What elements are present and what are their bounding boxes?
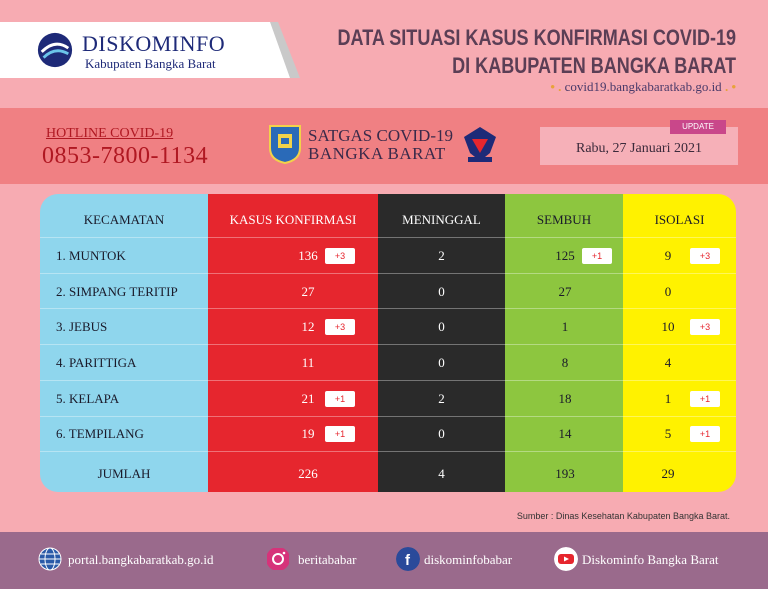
row-kecamatan-name: 4. PARITTIGA <box>56 354 137 370</box>
garuda-emblem-icon <box>464 127 496 162</box>
svg-text:f: f <box>405 552 411 569</box>
facebook-icon: f <box>396 547 420 571</box>
satgas-line-1: SATGAS COVID-19 <box>308 126 453 145</box>
column-meninggal <box>378 194 505 492</box>
row-divider <box>40 308 736 310</box>
update-date: Rabu, 27 Januari 2021 <box>576 141 702 156</box>
cell-meninggal: 0 <box>438 354 445 370</box>
dots-icon: . • <box>724 79 736 94</box>
logo-title: DISKOMINFO <box>82 31 226 56</box>
delta-badge-sembuh: +1 <box>582 247 612 264</box>
cell-isolasi: 1 <box>664 390 672 406</box>
row-kecamatan-name: 6. TEMPILANG <box>56 426 144 442</box>
column-kasus <box>208 194 378 492</box>
dots-icon: • . <box>550 79 562 94</box>
cell-sembuh: 1 <box>561 319 569 335</box>
footer-portal-link[interactable]: portal.bangkabaratkab.go.id <box>68 552 214 567</box>
footer-facebook-link[interactable]: diskominfobabar <box>424 552 513 567</box>
cell-isolasi: 10 <box>661 319 675 335</box>
cell-meninggal: 2 <box>438 390 445 406</box>
cell-kasus: 19 <box>301 426 315 442</box>
header-isolasi: ISOLASI <box>654 212 705 227</box>
total-row-label: JUMLAH <box>97 466 151 482</box>
header-sembuh: SEMBUH <box>536 212 592 227</box>
delta-badge-isolasi: +3 <box>690 319 720 336</box>
delta-badge-kasus: +3 <box>325 247 355 264</box>
delta-badge-kasus: +3 <box>325 319 355 336</box>
logo-subtitle: Kabupaten Bangka Barat <box>85 56 216 71</box>
row-divider <box>40 344 736 346</box>
title-line-2: DI KABUPATEN BANGKA BARAT <box>452 53 736 78</box>
cell-sembuh: 125 <box>555 247 575 263</box>
column-isolasi <box>623 194 736 492</box>
header-meninggal: MENINGGAL <box>402 212 481 227</box>
satgas-line-2: BANGKA BARAT <box>308 144 446 163</box>
cell-isolasi: 5 <box>664 426 672 442</box>
header-kasus: KASUS KONFIRMASI <box>229 212 357 227</box>
delta-badge-isolasi: +1 <box>690 390 720 407</box>
cell-sembuh: 14 <box>558 426 572 442</box>
delta-badge-isolasi: +3 <box>690 247 720 264</box>
cell-isolasi: 29 <box>661 466 675 482</box>
column-kecamatan <box>40 194 208 492</box>
row-divider <box>40 237 736 238</box>
youtube-icon <box>554 547 578 571</box>
site-url[interactable]: • . covid19.bangkabaratkab.go.id . • <box>550 79 736 95</box>
hotline-number[interactable]: 0853-7800-1134 <box>42 143 209 169</box>
cell-kasus: 27 <box>301 283 315 299</box>
cell-kasus: 21 <box>301 390 315 406</box>
cell-kasus: 226 <box>298 466 318 482</box>
hotline-label: HOTLINE COVID-19 <box>46 126 174 141</box>
header-kecamatan: KECAMATAN <box>83 212 165 227</box>
cases-table: KECAMATAN KASUS KONFIRMASI MENINGGAL SEM… <box>40 194 736 492</box>
instagram-icon <box>267 548 289 570</box>
row-divider <box>40 415 736 417</box>
cell-meninggal: 2 <box>438 247 445 263</box>
cell-meninggal: 0 <box>438 319 445 335</box>
row-kecamatan-name: 1. MUNTOK <box>56 247 126 263</box>
cell-isolasi: 4 <box>664 354 672 370</box>
cell-isolasi: 0 <box>664 283 672 299</box>
column-sembuh <box>505 194 623 492</box>
cell-meninggal: 0 <box>438 426 445 442</box>
delta-badge-isolasi: +1 <box>690 426 720 443</box>
cell-meninggal: 4 <box>438 466 445 482</box>
row-divider <box>40 379 736 381</box>
globe-icon <box>38 547 62 571</box>
cell-kasus: 136 <box>298 247 318 263</box>
cell-isolasi: 9 <box>664 247 672 263</box>
source-note: Sumber : Dinas Kesehatan Kabupaten Bangk… <box>516 511 730 521</box>
cell-sembuh: 8 <box>561 354 569 370</box>
footer-youtube-link[interactable]: Diskominfo Bangka Barat <box>582 552 719 567</box>
site-url-text: covid19.bangkabaratkab.go.id <box>564 79 722 94</box>
cell-sembuh: 27 <box>558 283 572 299</box>
page-title: DATA SITUASI KASUS KONFIRMASI COVID-19 D… <box>337 24 736 80</box>
row-kecamatan-name: 5. KELAPA <box>56 390 120 406</box>
row-divider <box>40 451 736 453</box>
bangka-barat-emblem-icon <box>269 125 301 164</box>
footer <box>0 532 768 589</box>
title-line-1: DATA SITUASI KASUS KONFIRMASI COVID-19 <box>337 25 736 50</box>
delta-badge-kasus: +1 <box>325 426 355 443</box>
cell-sembuh: 193 <box>555 466 575 482</box>
cell-kasus: 11 <box>301 354 315 370</box>
footer-instagram-link[interactable]: beritababar <box>298 552 357 567</box>
update-badge: UPDATE <box>670 120 726 134</box>
row-kecamatan-name: 3. JEBUS <box>56 319 108 335</box>
cell-meninggal: 0 <box>438 283 445 299</box>
delta-badge-kasus: +1 <box>325 390 355 407</box>
row-kecamatan-name: 2. SIMPANG TERITIP <box>56 283 178 299</box>
cell-sembuh: 18 <box>558 390 572 406</box>
diskominfo-logo-icon <box>37 32 73 68</box>
row-divider <box>40 272 736 274</box>
cell-kasus: 12 <box>301 319 315 335</box>
